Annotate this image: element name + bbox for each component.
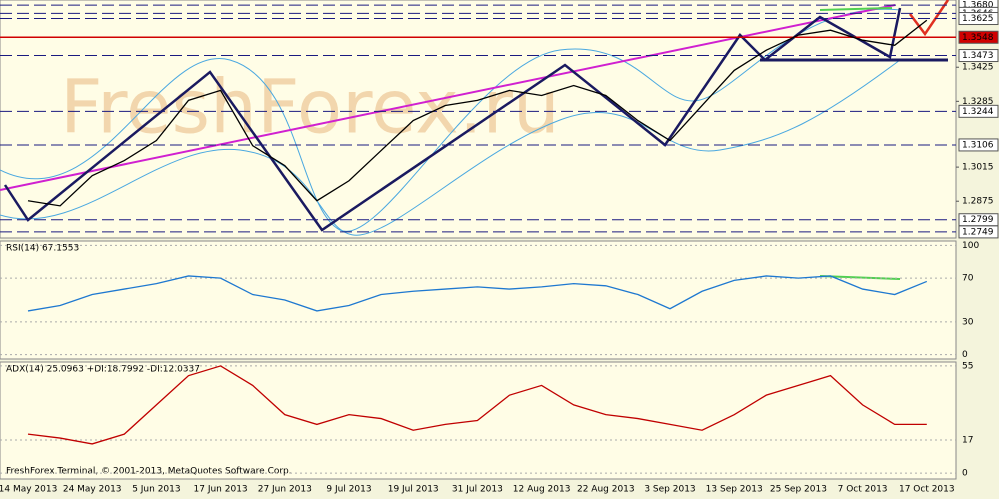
- x-tick-label: 31 Jul 2013: [452, 485, 503, 495]
- y-tick-label: 0: [962, 350, 968, 360]
- x-tick-label: 19 Jul 2013: [388, 485, 439, 495]
- price-panel: [0, 0, 957, 239]
- y-tick-label: 1.3625: [962, 14, 994, 24]
- tick-box: [958, 30, 999, 44]
- y-tick-label: 1.3425: [962, 63, 994, 73]
- x-tick-label: 17 Oct 2013: [899, 485, 955, 495]
- y-tick-label: 1.3244: [962, 107, 994, 117]
- x-tick-label: 22 Aug 2013: [577, 485, 635, 495]
- rsi-title: RSI(14) 67.1553: [6, 244, 79, 254]
- y-tick-label: 1.3680: [962, 1, 994, 11]
- y-tick-label: 30: [962, 317, 974, 327]
- tick-box: [958, 138, 999, 152]
- y-tick-label: 0: [962, 469, 968, 479]
- red-arrow: [909, 0, 950, 37]
- series-line: [27, 275, 928, 312]
- x-tick-label: 9 Jul 2013: [326, 485, 371, 495]
- bollinger-upper: [0, 8, 901, 232]
- y-tick-label: 100: [962, 241, 979, 251]
- y-tick-label: 1.2875: [962, 197, 994, 207]
- x-tick-label: 3 Sep 2013: [644, 485, 695, 495]
- bollinger-lower: [0, 59, 901, 236]
- y-tick-label: 1.2799: [962, 215, 994, 225]
- x-tick-label: 17 Jun 2013: [194, 485, 248, 495]
- y-tick-label: 55: [962, 361, 973, 371]
- x-tick-label: 12 Aug 2013: [513, 485, 571, 495]
- y-tick-label: 1.3015: [962, 163, 994, 173]
- x-tick-label: 5 Jun 2013: [132, 485, 180, 495]
- x-tick-label: 7 Oct 2013: [838, 485, 888, 495]
- tick-box: [958, 12, 999, 26]
- x-tick-label: 13 Sep 2013: [706, 485, 763, 495]
- x-tick-label: 27 Jun 2013: [258, 485, 312, 495]
- y-tick-label: 1.3106: [962, 140, 994, 150]
- x-tick-label: 14 May 2013: [0, 485, 57, 495]
- trend-line: [0, 4, 896, 191]
- tick-box: [958, 104, 999, 118]
- watermark: FreshForex.ru: [60, 65, 560, 151]
- y-tick-label: 17: [962, 436, 973, 446]
- rsi-panel: [0, 240, 957, 360]
- y-tick-label: 1.2749: [962, 227, 994, 237]
- tick-box: [958, 225, 999, 239]
- y-tick-label: 1.3285: [962, 97, 994, 107]
- y-tick-label: 70: [962, 274, 974, 284]
- green-arrow: [819, 7, 893, 11]
- y-tick-label: 1.3548: [962, 33, 994, 43]
- footer: FreshForex Terminal, © 2001-2013, MetaQu…: [6, 467, 292, 477]
- x-tick-label: 25 Sep 2013: [770, 485, 827, 495]
- series-line: [27, 19, 928, 207]
- adx-title: ADX(14) 25.0963 +DI:18.7992 -DI:12.0337: [6, 365, 200, 375]
- y-tick-label: 1.3473: [962, 51, 994, 61]
- tick-box: [958, 49, 999, 63]
- series-line: [27, 365, 927, 445]
- x-tick-label: 24 May 2013: [63, 485, 122, 495]
